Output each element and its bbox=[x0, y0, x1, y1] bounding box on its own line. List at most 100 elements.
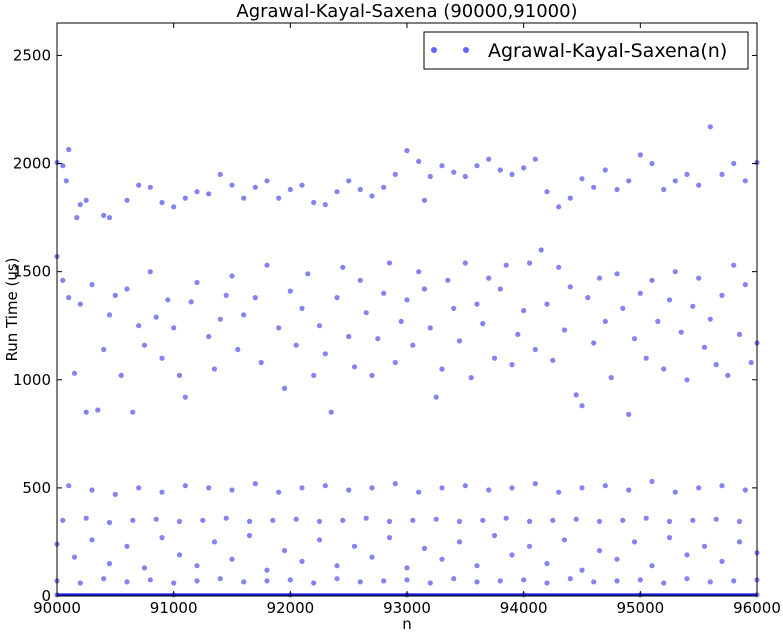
data-point bbox=[713, 516, 719, 522]
data-point bbox=[585, 295, 591, 301]
data-point bbox=[480, 517, 486, 523]
data-point bbox=[159, 355, 165, 361]
data-point bbox=[643, 515, 649, 521]
legend-box bbox=[423, 31, 749, 70]
data-point bbox=[608, 375, 614, 381]
data-point bbox=[363, 310, 369, 316]
data-point bbox=[614, 186, 620, 193]
data-point bbox=[63, 178, 69, 184]
data-point bbox=[544, 189, 550, 195]
data-point bbox=[171, 580, 177, 586]
data-point bbox=[211, 366, 218, 372]
data-point bbox=[713, 362, 719, 368]
x-tick-label: 95000 bbox=[616, 599, 664, 617]
data-point bbox=[521, 308, 527, 314]
data-point bbox=[322, 483, 328, 489]
data-point bbox=[182, 394, 188, 400]
data-point bbox=[223, 515, 229, 521]
data-point bbox=[602, 167, 608, 173]
data-point bbox=[451, 169, 457, 175]
data-point bbox=[474, 563, 480, 569]
data-point bbox=[206, 333, 212, 340]
data-point bbox=[130, 517, 136, 523]
data-point bbox=[439, 163, 445, 169]
data-point bbox=[719, 558, 725, 565]
legend: Agrawal-Kayal-Saxena(n) bbox=[423, 31, 749, 70]
data-point bbox=[293, 516, 299, 522]
data-point bbox=[182, 483, 188, 489]
data-point bbox=[83, 409, 89, 415]
data-point bbox=[357, 579, 363, 585]
data-point bbox=[106, 312, 113, 318]
data-point bbox=[153, 516, 159, 522]
data-point bbox=[672, 489, 678, 495]
legend-marker bbox=[431, 47, 437, 53]
data-point bbox=[416, 269, 422, 275]
data-point bbox=[579, 485, 585, 491]
data-point bbox=[322, 351, 328, 357]
data-point bbox=[171, 204, 177, 210]
data-point bbox=[77, 202, 83, 208]
data-point bbox=[707, 124, 713, 130]
data-point bbox=[742, 282, 748, 288]
data-point bbox=[287, 577, 293, 583]
data-point bbox=[684, 377, 690, 383]
data-point bbox=[731, 160, 737, 167]
data-point bbox=[748, 359, 754, 366]
data-point bbox=[526, 518, 533, 525]
y-tick-label: 1000 bbox=[13, 371, 51, 389]
data-point bbox=[171, 325, 177, 331]
data-point bbox=[112, 292, 118, 298]
data-point bbox=[176, 518, 183, 525]
data-point bbox=[410, 342, 416, 348]
data-point bbox=[346, 178, 352, 184]
data-point bbox=[427, 580, 433, 586]
data-point bbox=[229, 273, 235, 279]
data-point bbox=[451, 305, 457, 311]
data-point bbox=[486, 487, 492, 493]
data-point bbox=[357, 277, 363, 283]
data-point bbox=[661, 366, 667, 372]
data-point bbox=[322, 202, 328, 208]
data-point bbox=[649, 563, 655, 569]
data-point bbox=[515, 331, 521, 337]
data-point bbox=[696, 275, 702, 281]
data-point bbox=[147, 184, 153, 190]
data-point bbox=[66, 483, 72, 489]
data-point bbox=[596, 518, 603, 525]
data-point bbox=[696, 485, 702, 491]
data-point bbox=[649, 478, 655, 484]
data-point bbox=[299, 558, 305, 565]
data-point bbox=[468, 375, 474, 381]
data-point bbox=[124, 197, 130, 203]
data-point bbox=[106, 561, 113, 567]
y-tick-label: 2000 bbox=[13, 155, 51, 173]
data-point bbox=[281, 548, 288, 554]
data-point bbox=[416, 158, 422, 164]
data-point bbox=[346, 333, 352, 340]
data-point bbox=[626, 411, 632, 417]
chart-title: Agrawal-Kayal-Saxena (90000,91000) bbox=[236, 1, 577, 22]
data-point bbox=[742, 487, 748, 493]
y-tick-label: 2500 bbox=[13, 46, 51, 64]
data-point bbox=[159, 199, 165, 206]
data-point bbox=[614, 556, 620, 562]
data-point bbox=[124, 286, 130, 292]
data-point bbox=[223, 292, 229, 298]
data-point bbox=[451, 576, 457, 582]
x-tick-label: 94000 bbox=[500, 599, 548, 617]
data-point bbox=[182, 195, 188, 201]
data-point bbox=[106, 215, 113, 221]
x-axis-ticks: 90000 91000 92000 93000 94000 95000 96000 bbox=[33, 23, 781, 617]
data-point bbox=[276, 489, 282, 495]
data-point bbox=[579, 567, 585, 573]
data-point bbox=[731, 578, 737, 584]
data-point bbox=[462, 260, 468, 266]
data-point bbox=[491, 355, 498, 361]
data-point bbox=[427, 325, 433, 331]
data-point bbox=[194, 578, 200, 584]
data-point bbox=[678, 329, 684, 335]
data-point bbox=[369, 554, 375, 560]
data-point bbox=[561, 537, 568, 543]
